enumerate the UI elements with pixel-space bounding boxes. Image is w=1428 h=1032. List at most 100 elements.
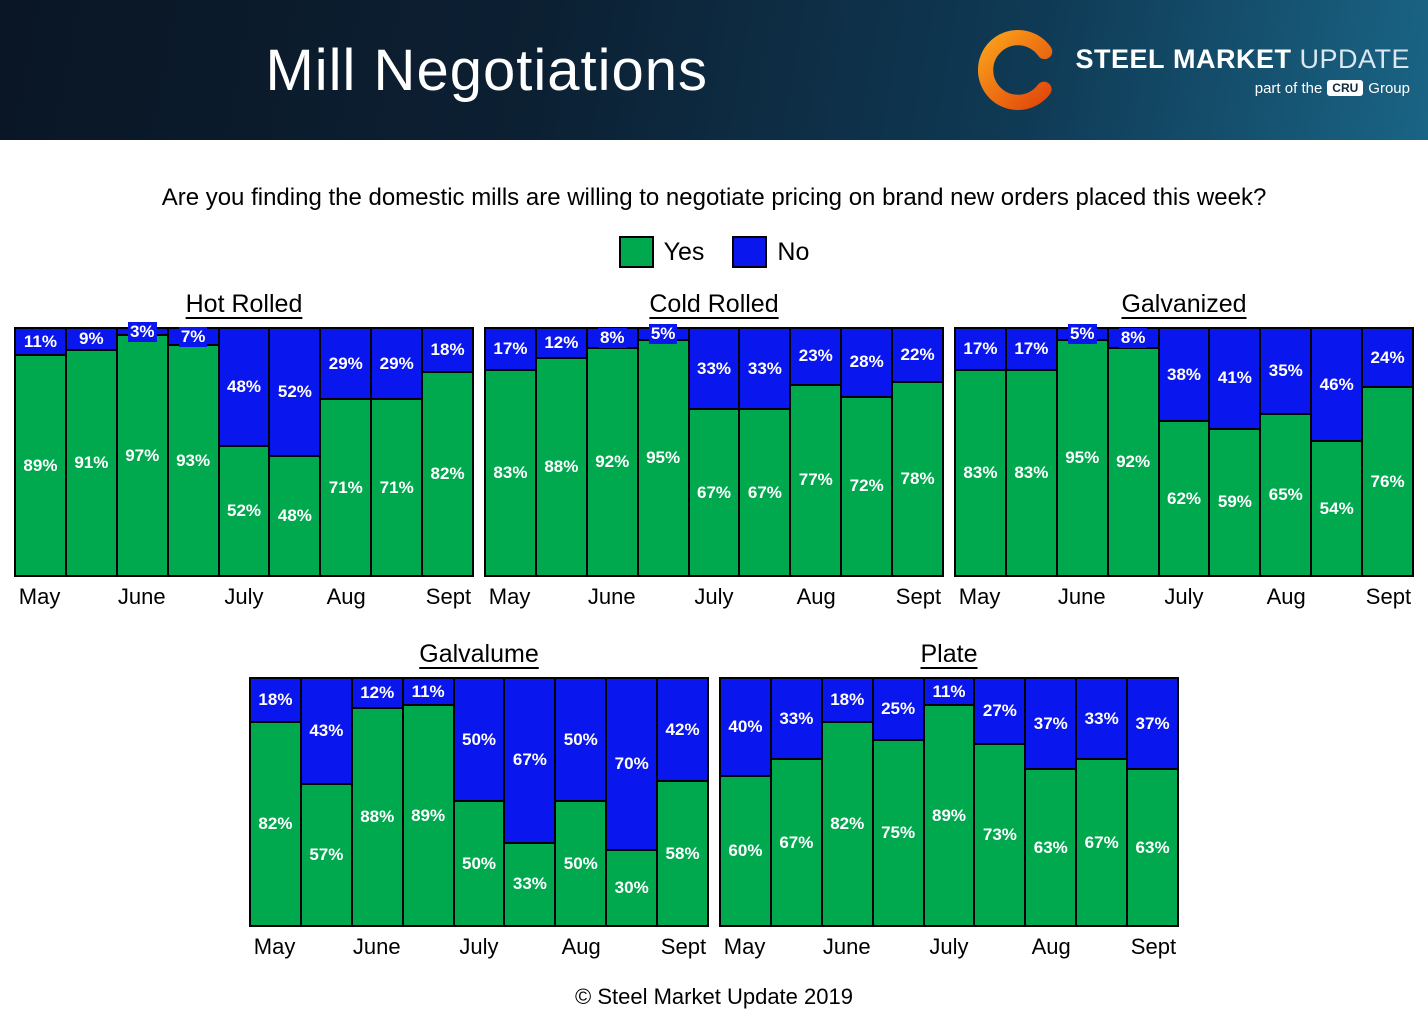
bar-label-yes: 95% <box>646 448 681 468</box>
bar-label-no: 17% <box>961 338 1000 359</box>
bar-label-yes: 72% <box>849 476 884 496</box>
x-axis-spacer <box>975 934 1026 960</box>
bar-segment-no: 18% <box>251 679 300 724</box>
bar-segment-no: 33% <box>771 679 821 761</box>
bar-label-yes: 82% <box>430 464 465 484</box>
x-axis-label: May <box>18 584 61 609</box>
bar-segment-yes: 83% <box>1006 370 1056 575</box>
bar-label-no: 9% <box>77 329 106 350</box>
bar-segment-no: 11% <box>403 679 453 707</box>
bar-column: 42% 58% <box>656 677 710 927</box>
bar-segment-no: 41% <box>1210 329 1260 430</box>
bar-segment-no: 5% <box>1057 324 1107 345</box>
bar-column: 23% 77% <box>789 327 843 577</box>
bar-column: 43% 57% <box>299 677 353 927</box>
x-axis-label: Sept <box>1365 584 1412 609</box>
bar-column: 8% 92% <box>1106 327 1160 577</box>
bar-segment-no: 50% <box>454 679 504 802</box>
x-axis-label: June <box>587 584 636 609</box>
bar-label-no: 33% <box>694 358 734 379</box>
chart-plate: Plate 40% 60% 33% 67% 18% 82% 25% 75% 11% 89% 27% 73… <box>719 640 1180 960</box>
bar-segment-no: 12% <box>536 329 586 359</box>
bar-label-no: 43% <box>307 720 346 741</box>
bar-label-yes: 60% <box>728 841 763 861</box>
bar-segment-yes: 78% <box>893 383 943 575</box>
legend-item-yes: Yes <box>618 236 704 268</box>
bar-label-no: 41% <box>1215 368 1254 389</box>
charts-row-top: Hot Rolled 11% 89% 9% 91% 3% 97% 7% 93% 48% 52% 52%… <box>0 290 1428 610</box>
bar-segment-yes: 67% <box>771 760 821 925</box>
x-axis-spacer <box>535 584 586 610</box>
chart-plot-cold-rolled: 17% 83% 12% 88% 8% 92% 5% 95% 33% 67% 33% 67% 23% 77%… <box>484 324 945 577</box>
bar-label-no: 52% <box>275 381 314 402</box>
chart-galvalume: Galvalume 18% 82% 43% 57% 12% 88% 11% 89% 50% 50% 6… <box>249 640 710 960</box>
bar-label-no: 29% <box>377 353 416 374</box>
bar-column: 22% 78% <box>891 327 945 577</box>
bar-segment-yes: 54% <box>1312 442 1362 575</box>
bar-column: 37% 63% <box>1126 677 1180 927</box>
x-axis-spacer <box>505 934 556 960</box>
bar-segment-no: 29% <box>321 329 371 401</box>
bar-segment-no: 5% <box>638 324 688 345</box>
bar-label-yes: 50% <box>563 853 598 873</box>
cru-badge: CRU <box>1327 80 1364 96</box>
bar-segment-no: 37% <box>1026 679 1076 771</box>
bar-segment-yes: 67% <box>689 410 739 575</box>
bar-column: 12% 88% <box>534 327 588 577</box>
chart-plot-galvalume: 18% 82% 43% 57% 12% 88% 11% 89% 50% 50% 67% 33% 50% 5… <box>249 677 710 927</box>
chart-plot-hot-rolled: 11% 89% 9% 91% 3% 97% 7% 93% 48% 52% 52% 48% 29% 71% 2… <box>14 321 475 577</box>
bar-label-yes: 58% <box>665 843 700 863</box>
bar-column: 33% 67% <box>1075 677 1129 927</box>
x-axis-label: July <box>459 934 499 959</box>
bar-column: 48% 52% <box>217 327 271 577</box>
bar-column: 17% 83% <box>484 327 537 577</box>
x-axis-label: June <box>117 584 166 609</box>
bar-label-no: 8% <box>597 327 627 348</box>
bar-label-no: 17% <box>491 338 530 359</box>
bar-segment-yes: 59% <box>1210 429 1260 575</box>
bar-segment-yes: 77% <box>791 385 841 575</box>
charts-row-bottom: Galvalume 18% 82% 43% 57% 12% 88% 11% 89% 50% 50% 6… <box>0 640 1428 960</box>
bar-segment-yes: 58% <box>658 782 708 925</box>
x-axis-galvalume: May June July Aug Sept <box>249 934 709 960</box>
bar-segment-no: 25% <box>873 679 923 741</box>
chart-title-galvanized: Galvanized <box>1121 290 1247 318</box>
x-axis-hot-rolled: May June July Aug Sept <box>14 584 474 610</box>
bar-segment-yes: 82% <box>822 723 872 925</box>
x-axis-spacer <box>270 584 321 610</box>
bar-segment-no: 18% <box>822 679 872 724</box>
bar-column: 17% 83% <box>954 327 1007 577</box>
bar-label-yes: 75% <box>881 822 916 842</box>
bar-segment-yes: 73% <box>975 745 1025 925</box>
bar-label-yes: 67% <box>1084 832 1119 852</box>
x-axis-spacer <box>770 934 821 960</box>
bar-label-no: 12% <box>542 332 581 353</box>
bar-label-yes: 89% <box>23 455 58 475</box>
bar-label-no: 11% <box>930 681 968 702</box>
logo-word-steel: STEEL <box>1075 43 1165 74</box>
bar-segment-no: 42% <box>658 679 708 783</box>
bar-column: 11% 89% <box>922 677 976 927</box>
bar-segment-no: 50% <box>556 679 606 802</box>
bar-segment-yes: 89% <box>403 706 453 925</box>
bar-label-yes: 73% <box>982 825 1017 845</box>
bar-segment-yes: 82% <box>251 723 300 925</box>
smu-logo-text: STEEL MARKET UPDATE part of the CRU Grou… <box>1075 44 1410 97</box>
x-axis-label: Aug <box>1266 584 1306 609</box>
bar-label-no: 5% <box>648 324 678 345</box>
bar-segment-yes: 50% <box>556 802 606 925</box>
bar-label-yes: 88% <box>544 456 579 476</box>
bar-segment-yes: 63% <box>1128 770 1178 925</box>
chart-hot-rolled: Hot Rolled 11% 89% 9% 91% 3% 97% 7% 93% 48% 52% 52%… <box>14 290 475 610</box>
bar-label-no: 33% <box>1082 708 1121 729</box>
bar-segment-no: 18% <box>423 329 473 374</box>
legend-item-no: No <box>732 236 809 268</box>
bar-label-no: 70% <box>612 754 651 775</box>
bar-column: 3% 97% <box>115 321 169 577</box>
bar-label-yes: 77% <box>798 470 833 490</box>
bar-segment-no: 12% <box>352 679 402 709</box>
legend: Yes No <box>0 236 1428 268</box>
bar-segment-no: 17% <box>1006 329 1056 371</box>
x-axis-spacer <box>167 584 218 610</box>
bar-label-yes: 91% <box>74 453 109 473</box>
